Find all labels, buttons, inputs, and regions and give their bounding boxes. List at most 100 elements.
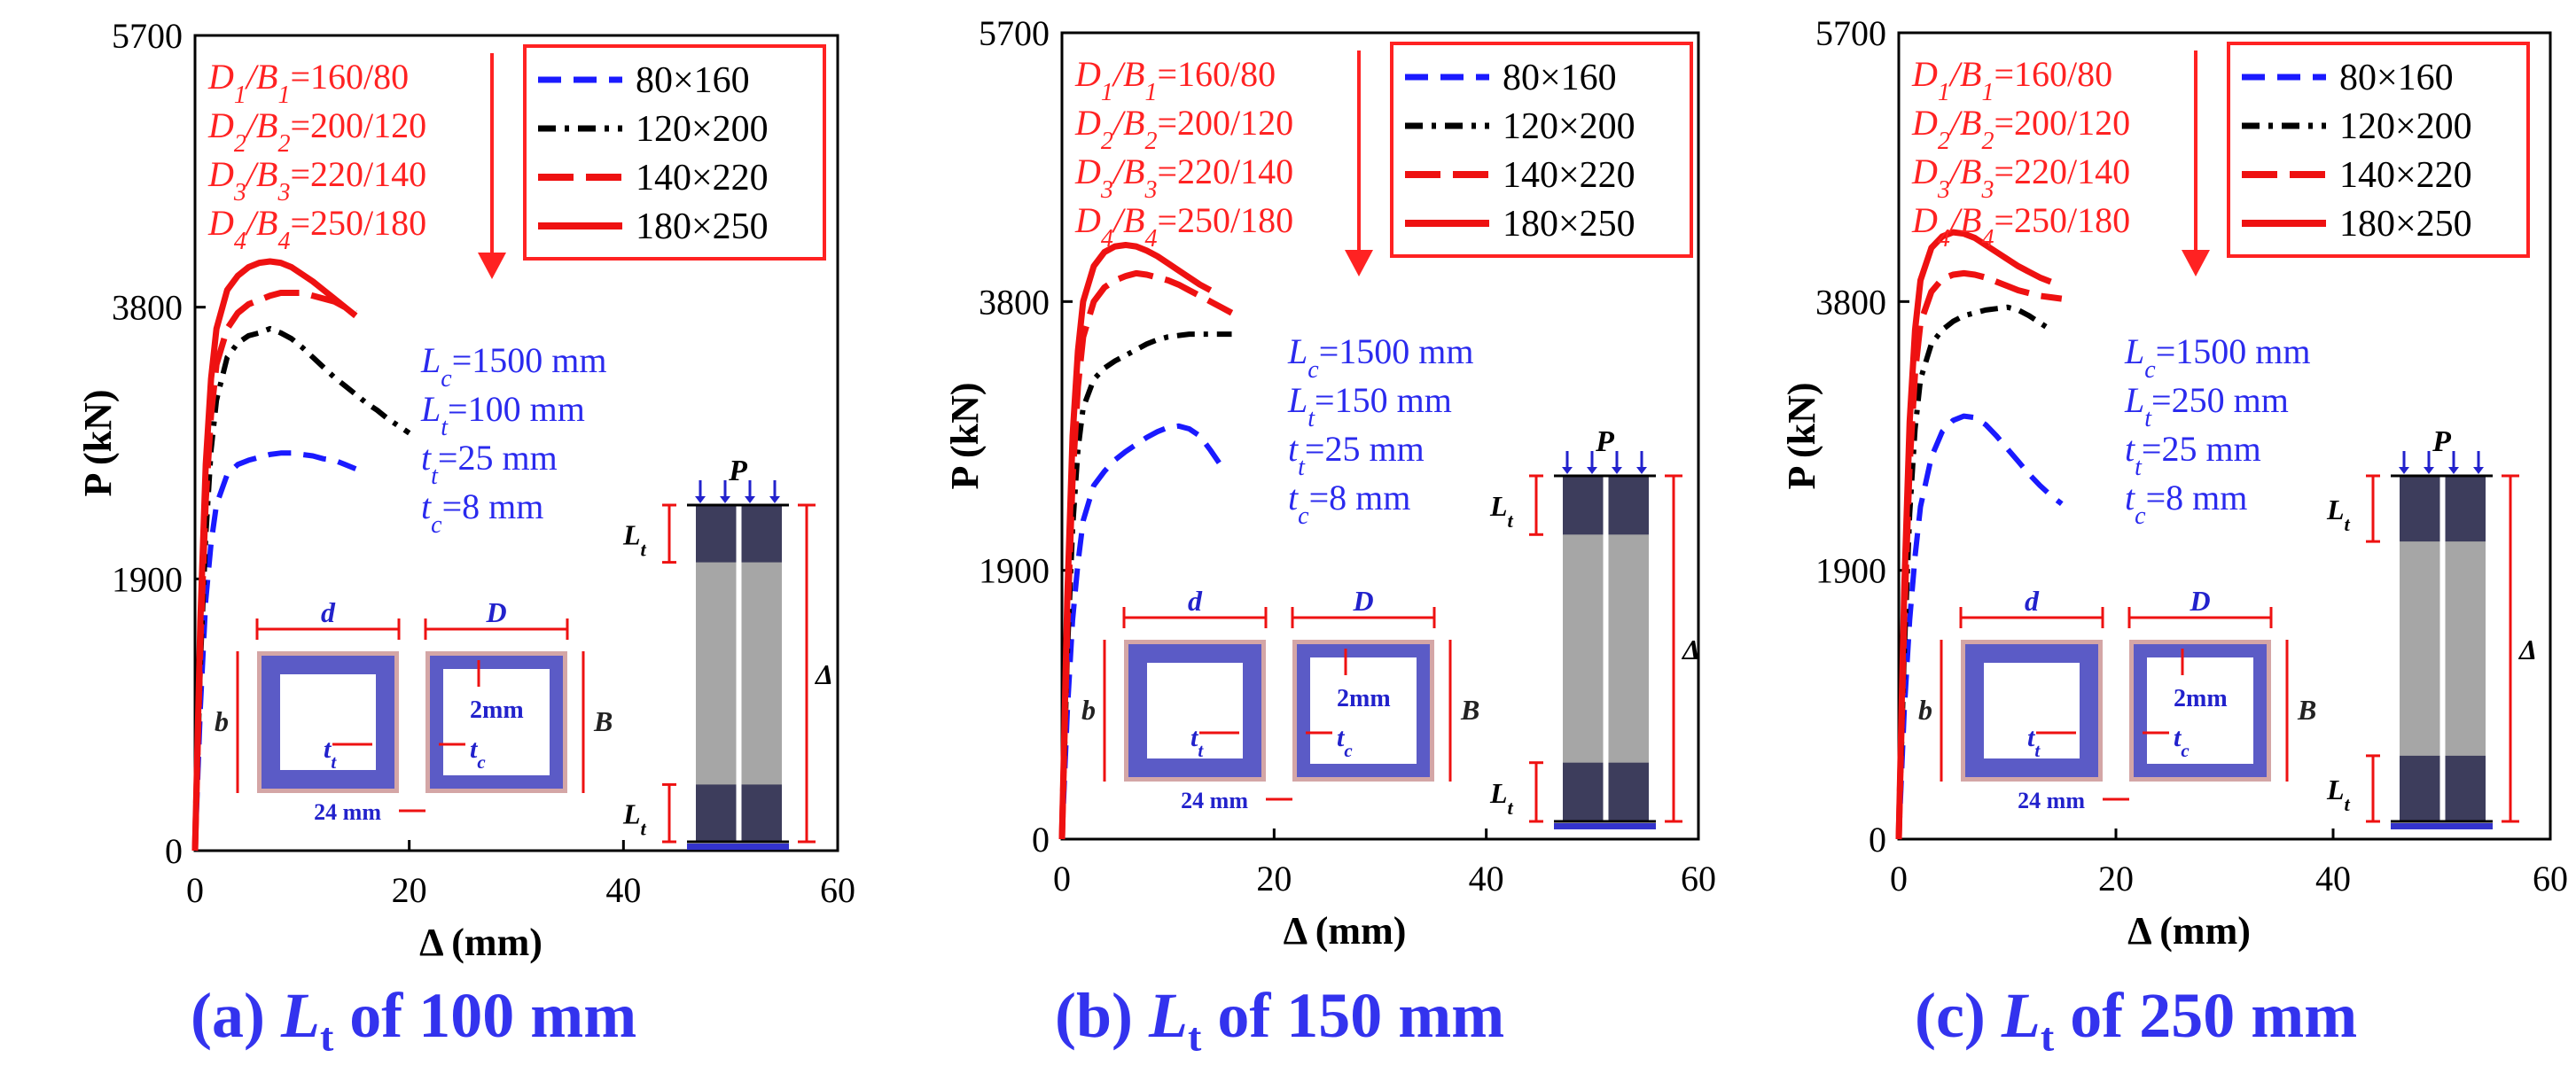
dimension-label-part: =200/120: [290, 105, 426, 145]
parameter-label: Lt=100 mm: [420, 389, 585, 441]
dimension-label: D3/B3=220/140: [1911, 152, 2130, 204]
x-tick-label: 60: [1681, 859, 1716, 898]
caption-b-sub: t: [1187, 1014, 1202, 1060]
parameter-label-part: t: [1298, 454, 1306, 481]
column-end-top: [696, 505, 737, 563]
caption-c-sub: t: [2040, 1014, 2055, 1060]
x-tick-label: 60: [2533, 859, 2568, 898]
dim-Lt-label-part: t: [1508, 509, 1514, 532]
tc-label: tc: [2174, 723, 2190, 761]
dimension-label-part: 2: [1101, 128, 1113, 155]
tt-label-part: t: [1190, 723, 1199, 752]
y-tick-label: 3800: [979, 282, 1050, 322]
dimension-label-part: /: [245, 203, 260, 243]
dim-Lt-label: Lt: [622, 518, 647, 560]
tube-hollow: [443, 669, 550, 775]
parameter-label-part: =25 mm: [2142, 429, 2261, 469]
dim-delta-label: Δ: [1681, 634, 1700, 665]
caption-b-prefix: (b): [1055, 980, 1149, 1051]
tt-label-part: t: [324, 735, 332, 764]
dimension-label-part: /: [1948, 54, 1963, 94]
parameter-label-part: t: [2125, 478, 2135, 517]
column-end-top: [741, 505, 782, 563]
y-tick-label: 5700: [1815, 13, 1886, 53]
tc-label-part: c: [477, 751, 486, 773]
parameter-label: Lt=250 mm: [2124, 380, 2289, 432]
parameter-label: tt=25 mm: [2125, 429, 2261, 481]
x-axis-label: Δ (mm): [1284, 909, 1407, 953]
tc-label-part: c: [1344, 740, 1353, 761]
dimension-label-part: D: [207, 105, 234, 145]
column-end-bottom: [741, 784, 782, 842]
dimension-label-part: 4: [1981, 225, 1994, 253]
trend-arrow-head: [1345, 250, 1373, 276]
tc-label: tc: [1337, 723, 1353, 761]
legend-label: 180×250: [636, 206, 769, 247]
caption-a-suffix: of 100 mm: [333, 980, 637, 1051]
parameter-label: Lc=1500 mm: [2124, 331, 2310, 384]
dimension-label-part: B: [1123, 103, 1144, 143]
y-tick-label: 3800: [1815, 282, 1886, 322]
tube-hollow: [1984, 663, 2080, 758]
column-end-top: [1608, 476, 1649, 535]
parameter-label-part: c: [1298, 502, 1309, 530]
plot-frame: [1897, 31, 2552, 841]
dim-b-label: b: [215, 705, 229, 737]
dimension-label-part: =200/120: [1994, 103, 2130, 143]
dimension-label: D1/B1=160/80: [1911, 54, 2112, 106]
plot-frame: [193, 34, 839, 852]
inner-gap-label: 2mm: [470, 696, 524, 724]
load-arrow-head: [1612, 467, 1622, 474]
parameter-label-part: =150 mm: [1315, 380, 1452, 420]
dimension-label-part: D: [1074, 54, 1101, 94]
series-line-140×220: [191, 290, 357, 852]
dim-B-label: B: [593, 705, 613, 737]
legend-label: 120×200: [636, 109, 769, 150]
dim-Lt-label: Lt: [2326, 494, 2351, 535]
parameter-label-part: c: [2135, 502, 2146, 530]
column-end-top: [2400, 476, 2440, 542]
y-tick-label: 1900: [112, 559, 183, 599]
dimension-label-part: 4: [277, 228, 290, 255]
legend-label: 80×160: [1503, 58, 1617, 98]
series-line-180×250: [191, 258, 358, 852]
gap-label: 24 mm: [1181, 788, 1248, 813]
dim-Lt-label: Lt: [1489, 777, 1514, 819]
gap-label: 24 mm: [2018, 788, 2085, 813]
series-line-120×200: [192, 325, 411, 852]
caption-c-suffix: of 250 mm: [2054, 980, 2358, 1051]
parameter-label-part: t: [1308, 405, 1315, 432]
inner-gap-label: 2mm: [1337, 685, 1391, 712]
parameter-label-part: L: [1287, 380, 1308, 420]
gap-label: 24 mm: [314, 799, 381, 825]
load-arrow-head: [2473, 467, 2484, 474]
parameter-label: Lt=150 mm: [1287, 380, 1452, 432]
parameter-label-part: =8 mm: [2146, 478, 2248, 517]
legend-label: 120×200: [2339, 106, 2472, 147]
load-arrow-head: [769, 496, 780, 503]
dimension-label-part: D: [1074, 200, 1101, 240]
parameter-label-part: c: [1308, 356, 1319, 384]
dim-Lt-label-part: t: [2345, 792, 2351, 814]
dimension-label-part: D: [1911, 200, 1938, 240]
tt-label: tt: [324, 735, 337, 773]
dimension-label-part: 4: [1938, 225, 1950, 253]
parameter-label-part: t: [1288, 429, 1299, 469]
y-tick-label: 5700: [112, 16, 183, 56]
dimension-label-part: =220/140: [1157, 152, 1293, 191]
dimension-label-part: 4: [1101, 225, 1113, 253]
dim-d-label: d: [321, 596, 336, 628]
x-tick-label: 20: [2098, 859, 2134, 898]
dimension-label-part: D: [1911, 54, 1938, 94]
dim-Lt-label-part: t: [641, 538, 647, 560]
trend-arrow-head: [478, 253, 506, 279]
dimension-label-part: 2: [1144, 128, 1157, 155]
dim-Lt-label: Lt: [622, 798, 647, 840]
dim-delta-label: Δ: [814, 658, 833, 690]
parameter-label-part: =8 mm: [442, 486, 544, 526]
caption-b-sym: L: [1149, 980, 1188, 1051]
parameter-label-part: =100 mm: [448, 389, 585, 429]
